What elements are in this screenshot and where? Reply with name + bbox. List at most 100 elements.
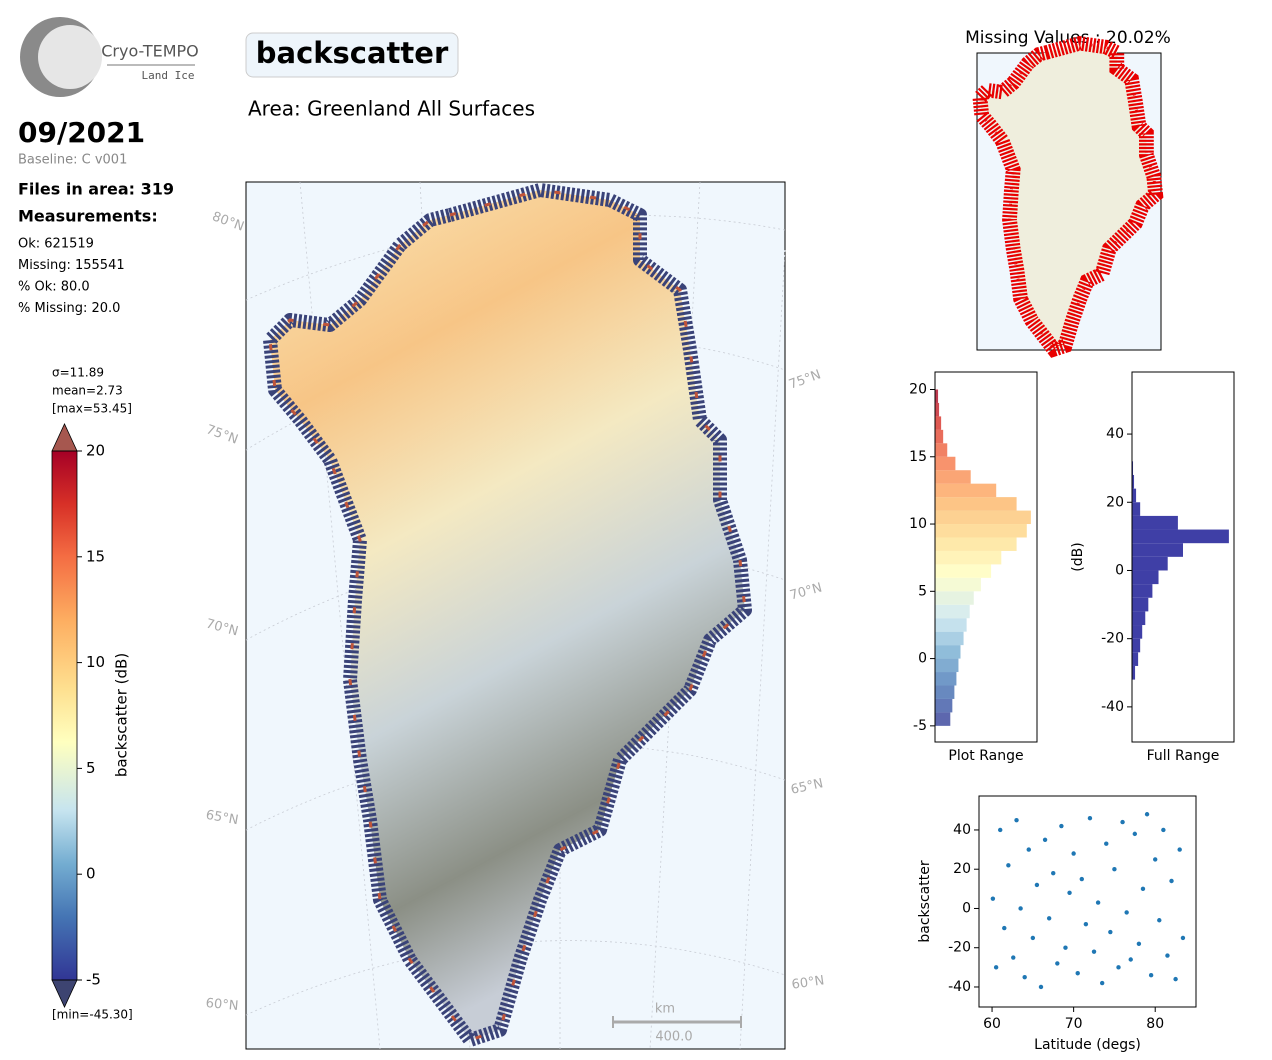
y-tick-label: 20: [909, 381, 927, 397]
scatter-point: [1071, 851, 1076, 856]
missing-title: Missing Values : 20.02%: [965, 28, 1171, 48]
x-tick-label: 70: [1065, 1016, 1083, 1032]
scatter-point: [1132, 831, 1138, 837]
histogram-bar: [1132, 461, 1134, 475]
files-count: Files in area: 319: [18, 180, 174, 199]
y-tick-label: 20: [953, 861, 971, 877]
histogram-bar: [935, 618, 967, 632]
scatter-point: [1177, 847, 1182, 852]
scatter-point: [1087, 815, 1093, 821]
latitude-label: 70°N: [204, 617, 240, 640]
scalebar-label: 400.0: [655, 1030, 692, 1045]
y-tick-label: 40: [1106, 426, 1124, 442]
scatter-point: [1026, 847, 1031, 852]
histogram-bar: [935, 631, 964, 646]
colorbar-tick-label: 5: [86, 759, 96, 777]
histogram-bar: [1132, 652, 1139, 666]
y-tick-label: 40: [953, 822, 971, 838]
scatter-point: [1063, 945, 1068, 950]
histogram-bar: [1132, 515, 1178, 530]
scatter-point: [1153, 857, 1158, 862]
logo: Cryo-TEMPO Land Ice: [20, 17, 199, 97]
histogram-bar: [935, 416, 942, 430]
date: 09/2021: [18, 116, 145, 149]
latitude-label: 60°N: [791, 973, 826, 992]
stat-line: Missing: 155541: [18, 258, 125, 273]
latitude-label: 60°N: [205, 996, 239, 1014]
histogram-bar: [1132, 502, 1141, 516]
histogram-bar: [935, 389, 939, 403]
latitude-label: 65°N: [789, 776, 824, 797]
scatter-point: [1128, 957, 1133, 962]
scatter-point: [990, 896, 996, 901]
missing-map: [977, 43, 1161, 350]
scatter-point: [1014, 817, 1019, 823]
histogram-bar: [935, 550, 1002, 565]
title-box: [245, 32, 459, 78]
y-tick-label: 5: [918, 583, 927, 599]
colorbar-tick-label: 10: [86, 653, 105, 671]
measurements-heading: Measurements:: [18, 207, 158, 226]
histogram-bar: [1132, 611, 1146, 626]
histogram-bar: [935, 685, 955, 699]
histogram-bar: [935, 402, 940, 417]
scatter-point: [1046, 916, 1052, 921]
histogram-bar: [935, 645, 961, 659]
scatter-point: [1112, 867, 1117, 872]
histogram-bar: [935, 443, 948, 457]
scatter-point: [1120, 819, 1125, 825]
scatter-point: [1148, 973, 1154, 978]
scatter-point: [998, 827, 1003, 833]
y-tick-label: 15: [909, 449, 927, 465]
x-axis-label: Full Range: [1147, 748, 1220, 764]
histogram-bar: [935, 497, 1017, 511]
scatter-point: [1042, 837, 1048, 842]
scatter-point: [1022, 974, 1027, 980]
y-tick-label: 20: [1106, 494, 1124, 510]
histogram-bar: [935, 658, 959, 673]
scatter-point: [1140, 886, 1146, 892]
y-axis-label: (dB): [1070, 542, 1086, 571]
scatter-point: [1018, 906, 1023, 911]
scalebar-unit: km: [655, 1002, 675, 1017]
scatter-point: [1144, 812, 1150, 817]
colorbar-tick-label: 0: [86, 865, 96, 883]
histogram-bar: [1132, 556, 1168, 571]
y-tick-label: -5: [913, 718, 927, 734]
x-axis-label: Plot Range: [948, 748, 1023, 764]
scatter-point: [1075, 971, 1080, 976]
latitude-label: 65°N: [205, 808, 240, 828]
scatter-point: [1165, 953, 1170, 958]
latitude-label: 80°N: [210, 209, 246, 234]
histogram-bar: [935, 564, 992, 578]
scatter-point: [1011, 955, 1016, 960]
scatter-point: [1095, 900, 1101, 905]
logo-title: Cryo-TEMPO: [101, 42, 199, 61]
histogram-bar: [1132, 570, 1159, 585]
colorbar-stat: [max=53.45]: [52, 402, 132, 416]
histogram-bar: [935, 456, 956, 471]
colorbar-stat: σ=11.89: [52, 366, 104, 380]
histogram-bar: [935, 510, 1031, 525]
y-tick-label: -40: [1101, 699, 1124, 715]
histogram-bar: [935, 483, 997, 498]
histogram-bar: [1132, 638, 1141, 653]
stat-line: Ok: 621519: [18, 237, 94, 252]
stat-line: % Ok: 80.0: [18, 280, 90, 295]
colorbar-min: [min=-45.30]: [52, 1008, 133, 1022]
scatter-point: [1006, 863, 1011, 868]
histogram-bar: [935, 429, 944, 444]
scatter-point: [1173, 976, 1178, 982]
scatter-point: [1059, 823, 1064, 829]
y-tick-label: 10: [909, 516, 927, 532]
histogram-bar: [1132, 529, 1229, 544]
histogram-bar: [935, 470, 971, 484]
y-tick-label: -20: [1101, 631, 1124, 647]
stat-line: % Missing: 20.0: [18, 301, 120, 316]
x-tick-label: 80: [1146, 1016, 1164, 1032]
y-axis-label: backscatter: [917, 860, 933, 942]
histogram-bar: [935, 577, 981, 592]
scatter-point: [1180, 935, 1186, 941]
scatter-point: [1034, 882, 1040, 888]
